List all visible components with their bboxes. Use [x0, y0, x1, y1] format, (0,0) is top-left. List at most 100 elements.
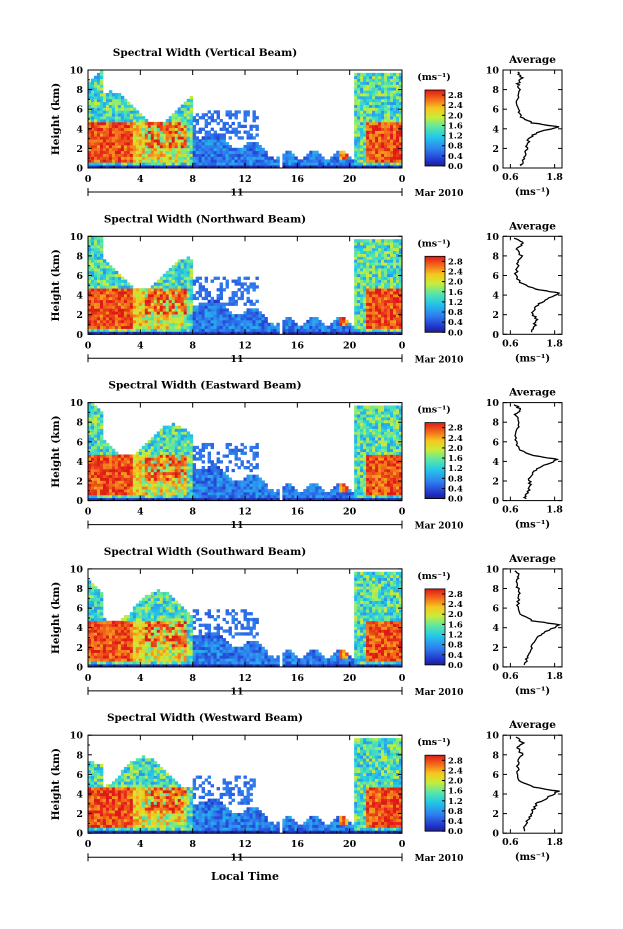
heatmap-cell	[156, 139, 161, 143]
heatmap-cell	[195, 471, 200, 476]
heatmap-cell	[192, 445, 197, 450]
heatmap-cell	[270, 159, 274, 163]
heatmap-cell	[132, 107, 137, 111]
heatmap-cell	[384, 110, 388, 114]
heatmap-cell	[102, 124, 107, 129]
heatmap-cell	[90, 314, 95, 318]
colorbar-tick-label: 1.2	[448, 298, 463, 308]
heatmap-cell	[261, 497, 265, 501]
heatmap-cell	[120, 454, 125, 458]
heatmap-cell	[138, 325, 143, 329]
heatmap-cell	[111, 279, 116, 283]
heatmap-cell	[123, 127, 128, 131]
heatmap-cell	[96, 84, 101, 88]
heatmap-cell	[360, 239, 364, 243]
heatmap-cell	[315, 331, 319, 335]
heatmap-cell	[384, 328, 388, 332]
heatmap-cell	[180, 268, 185, 272]
heatmap-cell	[393, 270, 397, 275]
heatmap-cell	[228, 130, 232, 134]
heatmap-cell	[375, 265, 379, 269]
heatmap-cell	[135, 331, 140, 335]
heatmap-cell	[147, 311, 152, 315]
heatmap-cell	[138, 457, 143, 461]
heatmap-cell	[300, 491, 304, 496]
heatmap-cell	[228, 110, 232, 114]
heatmap-cell	[144, 451, 149, 455]
heatmap-cell	[180, 325, 185, 329]
heatmap-cell	[132, 305, 137, 309]
heatmap-cell	[201, 494, 206, 499]
heatmap-cell	[171, 159, 176, 163]
heatmap-cell	[183, 311, 188, 315]
heatmap-cell	[201, 454, 206, 458]
heatmap-cell	[198, 494, 203, 499]
heatmap-cell	[363, 130, 367, 134]
heatmap-cell	[90, 101, 95, 105]
heatmap-cell	[126, 486, 131, 490]
heatmap-cell	[336, 322, 340, 327]
heatmap-cell	[102, 474, 107, 478]
heatmap-cell	[186, 291, 191, 295]
heatmap-cell	[96, 136, 101, 140]
heatmap-cell	[102, 440, 107, 444]
heatmap-cell	[138, 451, 143, 455]
heatmap-cell	[219, 156, 223, 160]
heatmap-cell	[387, 81, 391, 85]
heatmap-cell	[141, 460, 146, 464]
heatmap-cell	[153, 317, 158, 321]
heatmap-cell	[255, 454, 259, 458]
heatmap-cell	[111, 302, 116, 306]
heatmap-cell	[249, 156, 253, 160]
heatmap-cell	[165, 153, 170, 157]
heatmap-cell	[354, 270, 358, 275]
heatmap-cell	[180, 136, 185, 140]
heatmap-cell	[384, 314, 388, 318]
heatmap-cell	[93, 162, 98, 166]
heatmap-cell	[261, 489, 265, 493]
heatmap-cell	[198, 497, 203, 501]
heatmap-cell	[165, 136, 170, 140]
heatmap-cell	[114, 451, 119, 455]
heatmap-cell	[258, 150, 262, 154]
heatmap-cell	[243, 150, 247, 154]
heatmap-cell	[249, 165, 253, 169]
heatmap-cell	[88, 425, 92, 429]
heatmap-cell	[93, 471, 98, 476]
heatmap-cell	[393, 159, 397, 163]
heatmap-cell	[363, 242, 367, 246]
heatmap-cell	[378, 244, 382, 249]
heatmap-cell	[390, 110, 394, 114]
heatmap-cell	[204, 144, 209, 149]
heatmap-cell	[93, 282, 98, 286]
heatmap-cell	[180, 285, 185, 289]
heatmap-cell	[369, 142, 373, 146]
heatmap-cell	[117, 491, 122, 496]
heatmap-cell	[105, 293, 110, 298]
heatmap-cell	[171, 150, 176, 154]
heatmap-cell	[174, 162, 179, 166]
heatmap-cell	[180, 302, 185, 306]
heatmap-cell	[159, 448, 164, 452]
heatmap-cell	[96, 270, 101, 275]
average-y-tick-label: 6	[492, 105, 499, 116]
heatmap-cell	[153, 308, 158, 312]
heatmap-cell	[111, 497, 116, 501]
heatmap-cell	[138, 319, 143, 324]
heatmap-cell	[96, 325, 101, 329]
colorbar-tick-label: 0.0	[448, 328, 463, 338]
heatmap-cell	[165, 486, 170, 490]
heatmap-cell	[276, 491, 280, 496]
heatmap-cell	[165, 428, 170, 432]
heatmap-cell	[195, 477, 200, 481]
heatmap-cell	[360, 90, 364, 94]
heatmap-cell	[201, 159, 206, 163]
heatmap-cell	[252, 153, 256, 157]
heatmap-cell	[165, 331, 170, 335]
heatmap-cell	[129, 165, 134, 169]
heatmap-cell	[99, 331, 104, 335]
heatmap-cell	[108, 153, 113, 157]
heatmap-cell	[234, 282, 238, 286]
heatmap-cell	[150, 437, 155, 441]
heatmap-cell	[99, 242, 104, 246]
